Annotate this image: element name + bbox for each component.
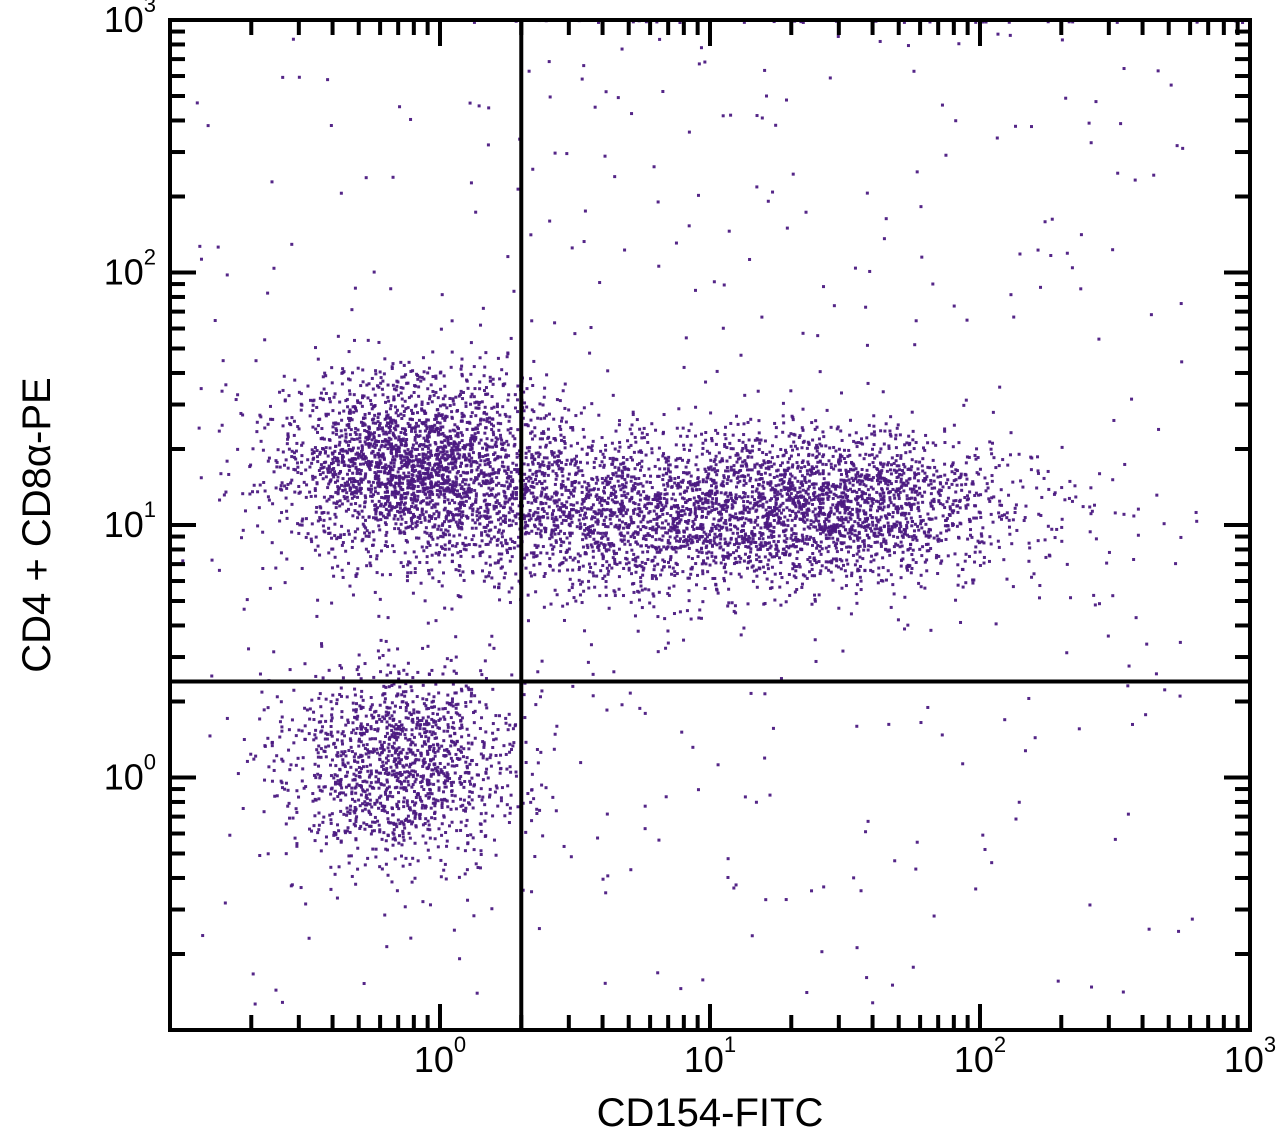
scatter-plot-svg: 100101102103100101102103CD154-FITCCD4 + … [0,0,1280,1147]
scatter-figure: 100101102103100101102103CD154-FITCCD4 + … [0,0,1280,1147]
